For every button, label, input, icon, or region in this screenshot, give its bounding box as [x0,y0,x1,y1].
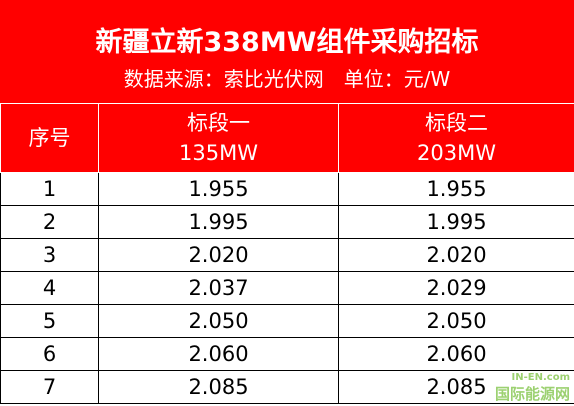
table-cell: 2.085 [338,370,574,404]
watermark: IN-EN.com 国际能源网 [495,372,570,404]
title: 新疆立新338MW组件采购招标 [95,27,479,58]
table-cell: 1.995 [338,205,574,239]
watermark-name: 国际能源网 [494,385,570,403]
table-cell: 6 [0,337,99,371]
table-row: 5 2.050 2.050 [0,304,574,338]
table-cell: 3 [0,238,99,272]
column-name: 序号 [28,126,71,150]
table-cell: 2.060 [338,337,574,371]
table-row: 3 2.020 2.020 [0,238,574,272]
table-cell: 2.020 [338,238,574,272]
column-capacity: 135MW [179,141,258,165]
table-cell: 2.050 [338,304,574,338]
column-name: 标段一 [187,111,250,135]
price-table: 序号 标段一 135MW 标段二 203MW 1 1.955 1.955 2 1.995 1.99… [0,103,574,404]
table-row: 7 2.085 2.085 [0,370,574,404]
table-row: 2 1.995 1.995 [0,205,574,239]
table-cell: 2.050 [98,304,339,338]
table-cell: 2.060 [98,337,339,371]
column-header: 标段一 135MW [98,103,339,173]
watermark-site: IN-EN.com [511,372,570,383]
table-body: 1 1.955 1.955 2 1.995 1.995 3 2.020 2.020 4 2.037 2… [0,172,574,404]
table-cell: 1.955 [338,172,574,206]
column-header: 标段二 203MW [338,103,574,173]
table-row: 4 2.037 2.029 [0,271,574,305]
table-cell: 5 [0,304,99,338]
table-cell: 2.029 [338,271,574,305]
header: 新疆立新338MW组件采购招标 数据来源：索比光伏网 单位：元/W [0,0,574,103]
table-cell: 1.995 [98,205,339,239]
subtitle: 数据来源：索比光伏网 单位：元/W [123,67,451,91]
table-row: 1 1.955 1.955 [0,172,574,206]
table-cell: 1 [0,172,99,206]
column-name: 标段二 [425,111,488,135]
table-cell: 4 [0,271,99,305]
column-header: 序号 [0,103,99,173]
table-row: 6 2.060 2.060 [0,337,574,371]
table-cell: 2.085 [98,370,339,404]
header-row: 序号 标段一 135MW 标段二 203MW [0,103,574,173]
table-cell: 2 [0,205,99,239]
table-cell: 2.037 [98,271,339,305]
table-cell: 7 [0,370,99,404]
table-cell: 1.955 [98,172,339,206]
table-cell: 2.020 [98,238,339,272]
column-capacity: 203MW [417,141,496,165]
